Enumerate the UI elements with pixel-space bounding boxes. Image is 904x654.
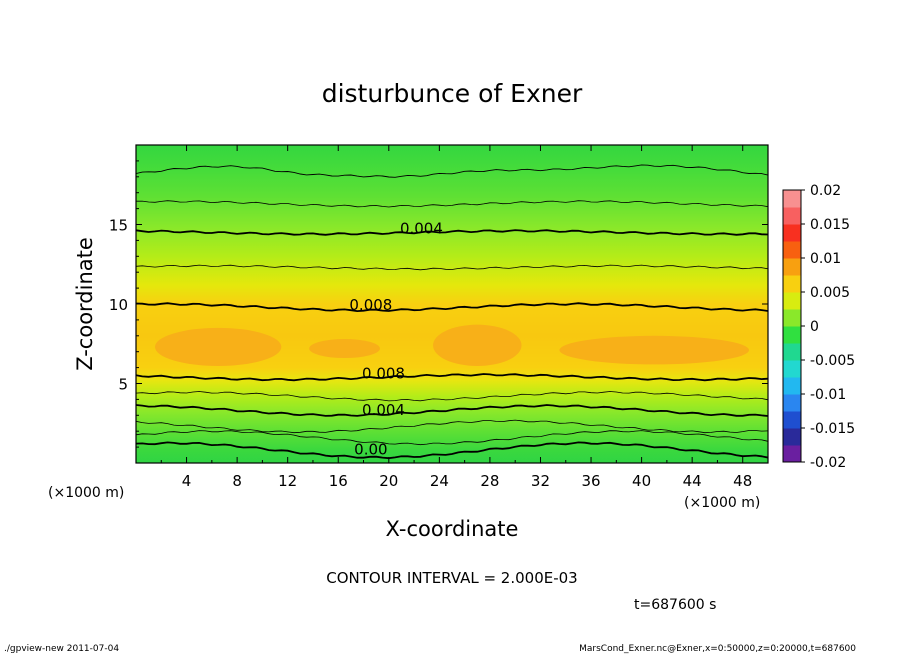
y-axis-label: Z-coordinate bbox=[73, 237, 97, 371]
x-axis-label: X-coordinate bbox=[386, 517, 519, 541]
max-blob bbox=[559, 335, 750, 365]
y-tick-label: 5 bbox=[118, 376, 128, 394]
contour-lines bbox=[136, 164, 768, 460]
contour-line bbox=[136, 200, 768, 208]
x-tick-label: 28 bbox=[480, 472, 499, 490]
colorbar-swatch bbox=[783, 360, 801, 378]
contour-label: 0.008 bbox=[362, 364, 405, 382]
max-regions bbox=[154, 324, 750, 367]
footer-left: ./gpview-new 2011-07-04 bbox=[4, 644, 119, 654]
contour-line bbox=[136, 373, 768, 382]
chart-title: disturbunce of Exner bbox=[322, 79, 583, 108]
contour-line bbox=[136, 164, 768, 178]
contour-line bbox=[136, 419, 768, 434]
time-label: t=687600 s bbox=[634, 597, 716, 613]
y-axis-ticks: 5 10 15 bbox=[109, 160, 768, 448]
contour-label: 0.004 bbox=[362, 401, 405, 419]
plot-area bbox=[136, 145, 768, 463]
contour-line bbox=[136, 264, 768, 271]
colorbar-label: -0.02 bbox=[810, 455, 846, 471]
x-tick-label: 40 bbox=[632, 472, 651, 490]
colorbar-swatch bbox=[783, 394, 801, 412]
colorbar-swatch bbox=[783, 445, 801, 463]
colorbar-swatch bbox=[783, 309, 801, 327]
colorbar-swatch bbox=[783, 207, 801, 225]
contour-label: 0.00 bbox=[354, 441, 387, 459]
colorbar-swatch bbox=[783, 190, 801, 208]
contour-labels: 0.004 0.008 0.008 0.004 0.00 bbox=[349, 220, 443, 459]
x-tick-label: 4 bbox=[182, 472, 192, 490]
contour-line bbox=[136, 391, 768, 402]
contour-line bbox=[136, 302, 768, 313]
colorbar-labels: 0.02 0.015 0.01 0.005 0 -0.005 -0.01 -0.015 -0.0… bbox=[801, 183, 855, 471]
colorbar-label: 0 bbox=[810, 319, 819, 335]
x-unit-left: (×1000 m) bbox=[48, 485, 124, 501]
y-tick-label: 10 bbox=[109, 296, 128, 314]
max-blob bbox=[433, 324, 522, 367]
colorbar-swatch bbox=[783, 224, 801, 242]
colorbar-label: -0.005 bbox=[810, 353, 855, 369]
x-axis-ticks: 4 8 12 16 20 24 28 32 36 40 44 48 bbox=[160, 145, 752, 490]
colorbar-label: 0.015 bbox=[810, 217, 850, 233]
colorbar-swatch bbox=[783, 428, 801, 446]
x-tick-label: 32 bbox=[531, 472, 550, 490]
contour-interval: CONTOUR INTERVAL = 2.000E-03 bbox=[326, 569, 577, 587]
colorbar-label: -0.01 bbox=[810, 387, 846, 403]
colorbar-swatch bbox=[783, 343, 801, 361]
colorbar-swatch bbox=[783, 411, 801, 429]
contour-label: 0.004 bbox=[400, 220, 443, 238]
y-tick-label: 15 bbox=[109, 217, 128, 235]
x-tick-label: 44 bbox=[683, 472, 702, 490]
max-blob bbox=[154, 327, 282, 367]
max-blob bbox=[309, 338, 380, 359]
contour-line bbox=[136, 229, 768, 236]
x-unit-right: (×1000 m) bbox=[684, 495, 760, 511]
x-tick-label: 8 bbox=[232, 472, 242, 490]
colorbar-label: 0.005 bbox=[810, 285, 850, 301]
footer-right: MarsCond_Exner.nc@Exner,x=0:50000,z=0:20… bbox=[579, 644, 856, 654]
colorbar bbox=[782, 189, 802, 463]
colorbar-label: 0.01 bbox=[810, 251, 841, 267]
colorbar-swatch bbox=[783, 377, 801, 395]
colorbar-swatch bbox=[783, 326, 801, 344]
x-tick-label: 20 bbox=[379, 472, 398, 490]
colorbar-label: 0.02 bbox=[810, 183, 841, 199]
contour-line bbox=[136, 441, 768, 460]
contour-line bbox=[136, 404, 768, 417]
x-tick-label: 24 bbox=[430, 472, 449, 490]
x-tick-label: 36 bbox=[581, 472, 600, 490]
colorbar-swatch bbox=[783, 241, 801, 259]
contour-line bbox=[136, 430, 768, 446]
colorbar-swatch bbox=[783, 258, 801, 276]
x-tick-label: 48 bbox=[733, 472, 752, 490]
field-fill bbox=[136, 145, 768, 463]
x-tick-label: 12 bbox=[278, 472, 297, 490]
colorbar-swatch bbox=[783, 292, 801, 310]
contour-label: 0.008 bbox=[349, 296, 392, 314]
x-tick-label: 16 bbox=[329, 472, 348, 490]
colorbar-label: -0.015 bbox=[810, 421, 855, 437]
colorbar-swatch bbox=[783, 275, 801, 293]
